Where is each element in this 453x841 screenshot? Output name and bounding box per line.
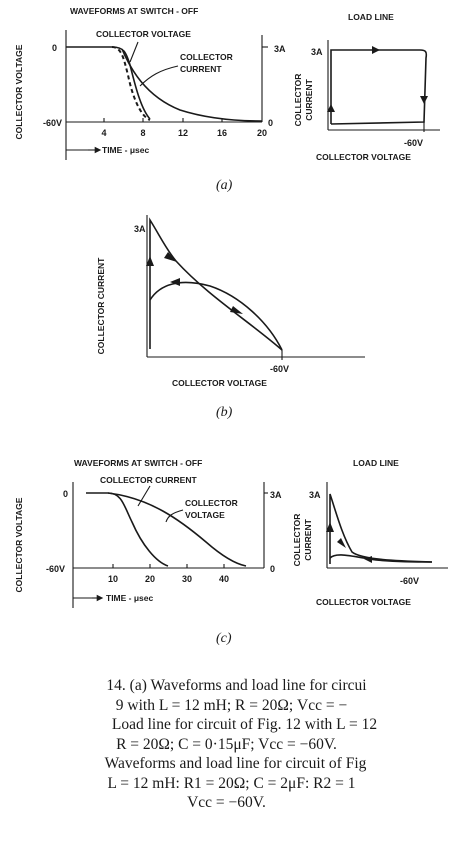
panel-a-xtick-0: 4 bbox=[101, 128, 106, 138]
panel-c-voltage-label-2: VOLTAGE bbox=[185, 510, 225, 520]
panel-c-y-bottom-left: -60V bbox=[46, 564, 65, 574]
panel-b-caption: (b) bbox=[216, 405, 233, 420]
panel-c-y-bottom-right: 0 bbox=[270, 564, 275, 574]
panel-a-loadline-curve bbox=[330, 49, 428, 125]
panel-c-waveform: WAVEFORMS AT SWITCH - OFF COLLECTOR VOLT… bbox=[14, 458, 282, 608]
panel-a-ylabel: COLLECTOR VOLTAGE bbox=[14, 44, 24, 139]
panel-b-xlabel: COLLECTOR VOLTAGE bbox=[172, 378, 267, 388]
panel-a-loadline: LOAD LINE 3A COLLECTOR CURRENT -60V COLL… bbox=[293, 12, 440, 162]
panel-a-current-curve bbox=[121, 48, 263, 122]
caption-line-6: L = 12 mH: R1 = 20Ω; C = 2μF: R2 = 1 bbox=[107, 774, 356, 792]
panel-c-ylabel: COLLECTOR VOLTAGE bbox=[14, 497, 24, 592]
panel-b-loadline: 3A COLLECTOR CURRENT -60V COLLECTOR VOLT… bbox=[96, 215, 365, 388]
panel-c-loadline-x-right: -60V bbox=[400, 576, 419, 586]
caption-line-1: 14. (a) Waveforms and load line for circ… bbox=[106, 677, 367, 694]
panel-a-xlabel: TIME - μsec bbox=[102, 145, 150, 155]
panel-a-current-label-2: CURRENT bbox=[180, 64, 222, 74]
panel-c-current-curve bbox=[86, 492, 169, 567]
panel-c-loadline-ylabel-1: COLLECTOR bbox=[292, 514, 302, 567]
panel-c-voltage-label-1: COLLECTOR bbox=[185, 498, 238, 508]
caption-line-2: 9 with L = 12 mH; R = 20Ω; Vcc = − bbox=[115, 696, 348, 714]
panel-a-y-top-left: 0 bbox=[52, 43, 57, 53]
panel-a-y-bottom-right: 0 bbox=[268, 118, 273, 128]
panel-a-voltage-label: COLLECTOR VOLTAGE bbox=[96, 29, 191, 39]
panel-a-waveform-title: WAVEFORMS AT SWITCH - OFF bbox=[70, 6, 198, 16]
panel-b-ylabel: COLLECTOR CURRENT bbox=[96, 257, 106, 354]
panel-a-xtick-2: 12 bbox=[178, 128, 188, 138]
panel-a-loadline-ylabel-1: COLLECTOR bbox=[293, 74, 303, 127]
panel-a-voltage-curve bbox=[66, 46, 151, 120]
panel-a-loadline-title: LOAD LINE bbox=[348, 12, 394, 22]
panel-c-current-label: COLLECTOR CURRENT bbox=[100, 475, 197, 485]
panel-a-loadline-ylabel-2: CURRENT bbox=[304, 78, 314, 120]
caption-line-4: R = 20Ω; C = 0·15μF; Vcc = −60V. bbox=[116, 735, 337, 753]
panel-a-loadline-y-top: 3A bbox=[311, 47, 323, 57]
panel-c-loadline-upper bbox=[329, 493, 433, 564]
panel-c-xlabel: TIME - μsec bbox=[106, 593, 154, 603]
panel-a-xtick-3: 16 bbox=[217, 128, 227, 138]
panel-a-y-top-right: 3A bbox=[274, 44, 286, 54]
panel-c-loadline-xlabel: COLLECTOR VOLTAGE bbox=[316, 597, 411, 607]
panel-c-waveform-title: WAVEFORMS AT SWITCH - OFF bbox=[74, 458, 202, 468]
panel-c-loadline: LOAD LINE 3A COLLECTOR CURRENT -60V COLL… bbox=[292, 458, 448, 607]
panel-c-xtick-1: 20 bbox=[145, 574, 155, 584]
panel-c-loadline-y-top: 3A bbox=[309, 490, 321, 500]
panel-a-y-bottom-left: -60V bbox=[43, 118, 62, 128]
panel-c-loadline-title: LOAD LINE bbox=[353, 458, 399, 468]
panel-c-y-top-right: 3A bbox=[270, 490, 282, 500]
panel-b-y-top: 3A bbox=[134, 224, 146, 234]
panel-c-xtick-2: 30 bbox=[182, 574, 192, 584]
panel-b-upper-curve bbox=[149, 217, 283, 351]
panel-b-x-right: -60V bbox=[270, 364, 289, 374]
caption-line-7: Vcc = −60V. bbox=[187, 794, 266, 811]
panel-a-loadline-xlabel: COLLECTOR VOLTAGE bbox=[316, 152, 411, 162]
caption-line-3: Load line for circuit of Fig. 12 with L … bbox=[111, 716, 378, 733]
panel-b-lower-curve bbox=[149, 281, 283, 351]
panel-c-xtick-0: 10 bbox=[108, 574, 118, 584]
panel-c-loadline-ylabel-2: CURRENT bbox=[303, 518, 313, 560]
panel-a-caption: (a) bbox=[216, 178, 233, 193]
panel-a-xtick-4: 20 bbox=[257, 128, 267, 138]
panel-a-waveform: WAVEFORMS AT SWITCH - OFF COLLECTOR VOLT… bbox=[14, 6, 286, 160]
panel-a-current-label-1: COLLECTOR bbox=[180, 52, 233, 62]
figure: WAVEFORMS AT SWITCH - OFF COLLECTOR VOLT… bbox=[14, 6, 448, 646]
figure-caption: 14. (a) Waveforms and load line for circ… bbox=[0, 676, 453, 813]
caption-line-5: Waveforms and load line for circuit of F… bbox=[104, 755, 367, 772]
panel-c-caption: (c) bbox=[216, 631, 232, 646]
panel-c-xtick-3: 40 bbox=[219, 574, 229, 584]
panel-a-loadline-x-right: -60V bbox=[404, 138, 423, 148]
panel-a-xtick-1: 8 bbox=[140, 128, 145, 138]
panel-c-voltage-curve bbox=[107, 492, 247, 567]
panel-c-y-top-left: 0 bbox=[63, 489, 68, 499]
panel-c-loadline-lower bbox=[329, 554, 433, 563]
